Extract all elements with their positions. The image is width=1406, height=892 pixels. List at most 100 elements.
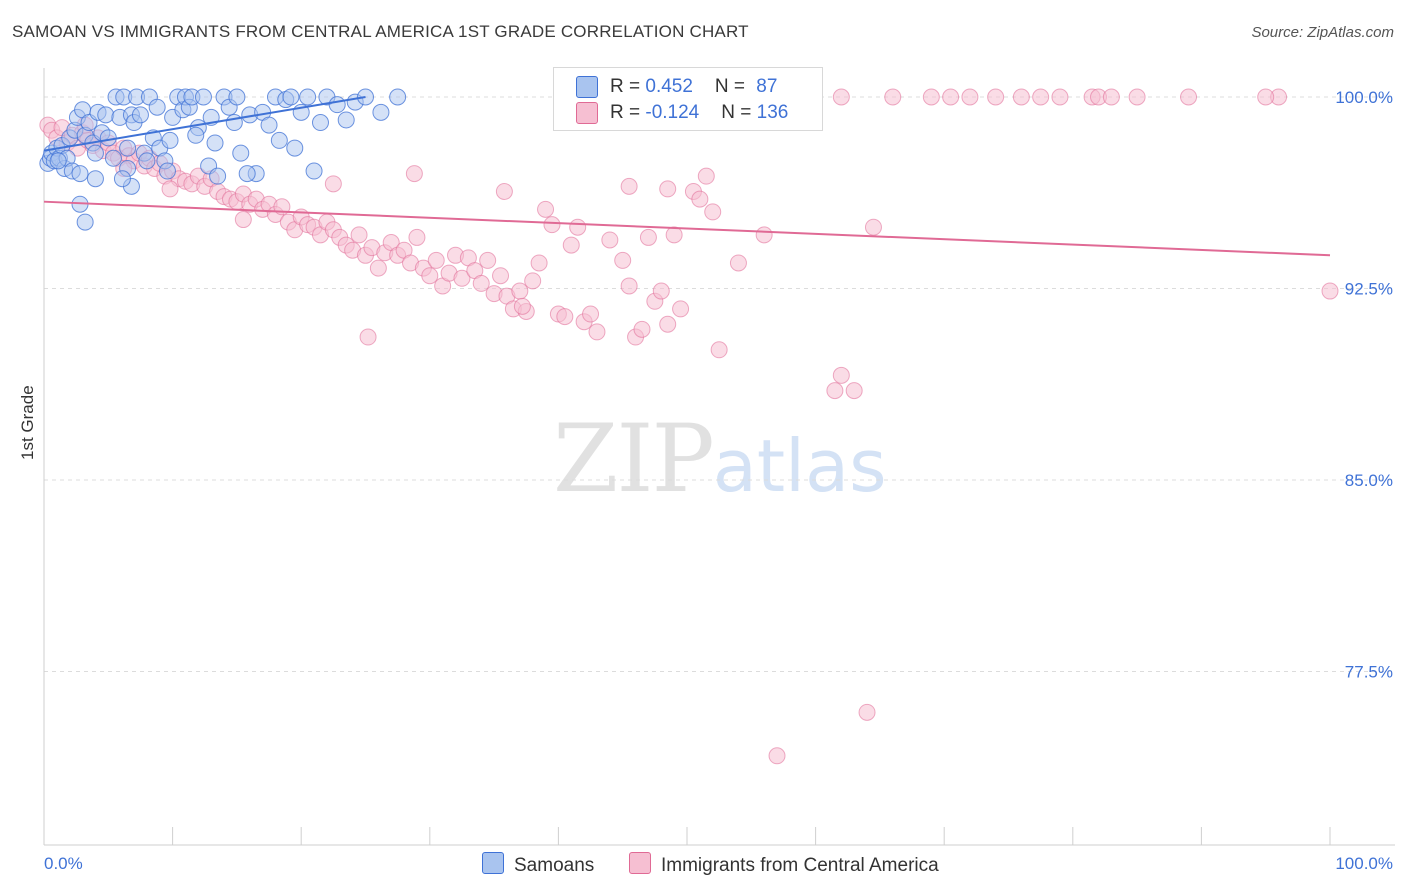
- samoan-point: [328, 96, 346, 114]
- central-america-point: [537, 200, 555, 218]
- central-america-point: [1051, 88, 1069, 106]
- central-america-point: [1102, 88, 1120, 106]
- central-america-point: [987, 88, 1005, 106]
- x-tick-label: 100.0%: [1335, 854, 1393, 873]
- samoan-point: [305, 162, 323, 180]
- central-america-point: [845, 382, 863, 400]
- central-america-point: [1032, 88, 1050, 106]
- central-america-point: [922, 88, 940, 106]
- samoan-point: [187, 126, 205, 144]
- central-america-point: [601, 231, 619, 249]
- legend-r-label: R =: [610, 102, 646, 124]
- central-america-point: [768, 747, 786, 765]
- samoan-point: [113, 170, 131, 188]
- samoan-point: [104, 149, 122, 167]
- samoan-point: [337, 111, 355, 129]
- watermark: ZIPatlas: [553, 405, 887, 514]
- central-america-point: [427, 251, 445, 269]
- central-america-point: [633, 320, 651, 338]
- central-america-point: [359, 328, 377, 346]
- central-america-point: [421, 267, 439, 285]
- y-tick-label: 85.0%: [1345, 471, 1393, 490]
- central-america-trend-line: [43, 200, 1331, 257]
- samoan-point: [194, 88, 212, 106]
- central-america-point: [408, 228, 426, 246]
- central-america-point: [556, 308, 574, 326]
- samoan-point: [99, 129, 117, 147]
- central-america-point: [832, 366, 850, 384]
- series-swatch-samoans: [482, 852, 504, 874]
- central-america-point: [659, 180, 677, 198]
- samoan-point: [148, 98, 166, 116]
- trend-lines: [43, 96, 1331, 257]
- samoan-point: [206, 134, 224, 152]
- samoan-point: [76, 213, 94, 231]
- central-america-point: [1257, 88, 1275, 106]
- y-tick-label: 92.5%: [1345, 280, 1393, 299]
- samoan-point: [282, 88, 300, 106]
- central-america-point: [530, 254, 548, 272]
- central-america-point: [1012, 88, 1030, 106]
- series-legend-central-america[interactable]: Immigrants from Central America: [629, 852, 939, 877]
- samoan-point: [311, 114, 329, 132]
- samoan-point: [286, 139, 304, 157]
- samoan-point: [71, 165, 89, 183]
- central-america-point: [472, 274, 490, 292]
- samoan-point: [260, 116, 278, 134]
- y-tick-label: 100.0%: [1335, 88, 1393, 107]
- central-america-point: [697, 167, 715, 185]
- central-america-point: [1128, 88, 1146, 106]
- samoan-point: [131, 106, 149, 124]
- central-america-point: [864, 218, 882, 236]
- central-america-point: [620, 177, 638, 195]
- central-america-point: [614, 251, 632, 269]
- central-america-point: [832, 88, 850, 106]
- central-america-point: [524, 272, 542, 290]
- central-america-point: [1180, 88, 1198, 106]
- gridlines: [44, 96, 1395, 672]
- samoan-point: [161, 131, 179, 149]
- samoan-point: [232, 144, 250, 162]
- legend-swatch-samoans: [576, 76, 598, 98]
- central-america-point: [652, 282, 670, 300]
- samoan-point: [49, 152, 67, 170]
- central-america-point: [324, 175, 342, 193]
- central-america-point: [884, 88, 902, 106]
- series-label-central-america: Immigrants from Central America: [661, 855, 939, 876]
- legend-n-value: 87: [756, 76, 778, 98]
- legend-n-label: N =: [714, 76, 751, 98]
- central-america-point: [479, 251, 497, 269]
- series-label-samoans: Samoans: [514, 855, 595, 876]
- central-america-point: [620, 277, 638, 295]
- central-america-point: [569, 218, 587, 236]
- central-america-point: [350, 226, 368, 244]
- legend-r-value: 0.452: [645, 76, 693, 98]
- legend-row-samoans: R = 0.452 N = 87: [576, 76, 777, 100]
- central-america-point: [665, 226, 683, 244]
- samoan-trend-line: [43, 96, 366, 152]
- samoan-point: [158, 162, 176, 180]
- central-america-point: [704, 203, 722, 221]
- tick-labels: 100.0% 92.5% 85.0% 77.5% 0.0% 100.0%: [44, 88, 1393, 873]
- central-america-point: [729, 254, 747, 272]
- series-legend: Samoans Immigrants from Central America: [0, 852, 1406, 878]
- central-america-point: [495, 182, 513, 200]
- samoan-point: [86, 170, 104, 188]
- samoan-point: [389, 88, 407, 106]
- central-america-point: [492, 267, 510, 285]
- legend-n-label: N =: [721, 102, 757, 124]
- central-america-point: [858, 703, 876, 721]
- central-america-point: [942, 88, 960, 106]
- series-swatch-central-america: [629, 852, 651, 874]
- series-legend-samoans[interactable]: Samoans: [482, 852, 594, 877]
- central-america-point: [234, 211, 252, 229]
- central-america-point: [453, 269, 471, 287]
- central-america-point: [659, 315, 677, 333]
- watermark-atlas: atlas: [712, 424, 887, 508]
- central-america-points: [39, 88, 1339, 765]
- samoan-point: [97, 106, 115, 124]
- central-america-point: [961, 88, 979, 106]
- central-america-point: [405, 165, 423, 183]
